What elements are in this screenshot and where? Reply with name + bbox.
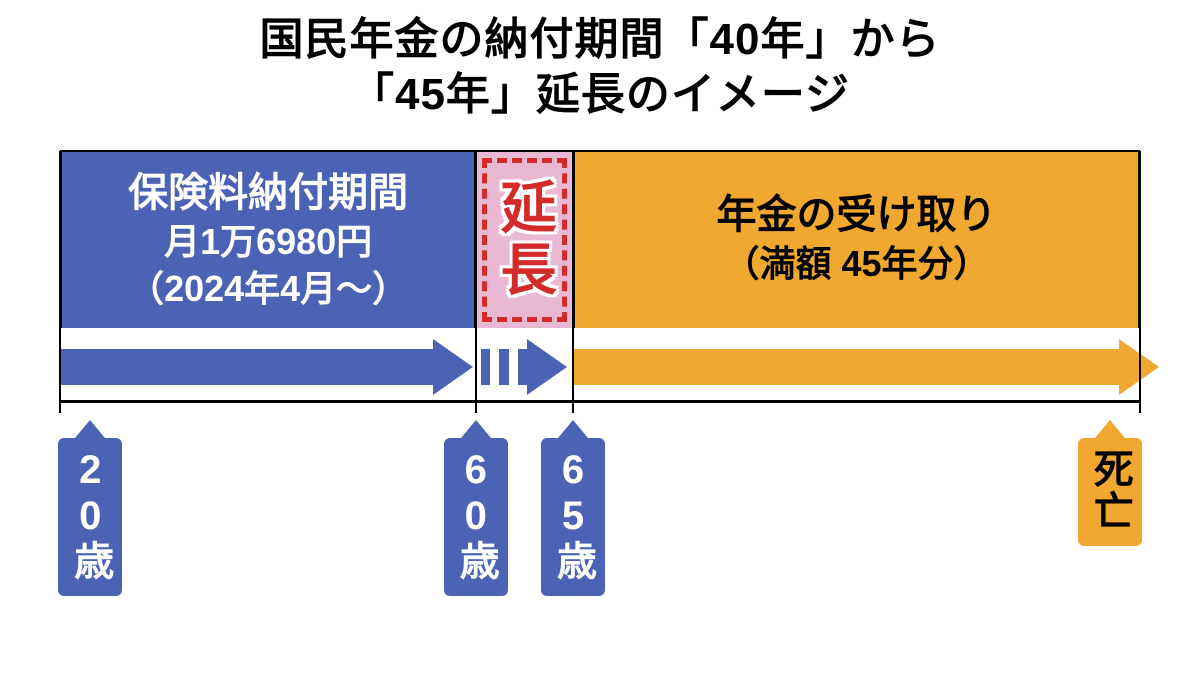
segments-row: 保険料納付期間 月1万6980円 （2024年4月〜） 延長 年金の受け取り （…: [60, 150, 1140, 328]
marker-pointer: [75, 420, 105, 438]
marker-label: 60歳: [444, 438, 508, 596]
arrow-dashed-seg: [481, 349, 490, 385]
marker-pointer: [558, 420, 588, 438]
payment-label-top: 保険料納付期間: [128, 167, 408, 219]
marker-label: 65歳: [541, 438, 605, 596]
marker-pointer: [1095, 420, 1125, 438]
title: 国民年金の納付期間「40年」から 「45年」延長のイメージ: [0, 12, 1200, 122]
extension-label: 延長: [484, 178, 565, 302]
marker-0: 20歳: [38, 420, 142, 596]
marker-1: 60歳: [424, 420, 528, 596]
segment-extension: 延長: [476, 152, 573, 328]
marker-label: 死亡: [1078, 438, 1142, 546]
marker-2: 65歳: [521, 420, 625, 596]
tick: [59, 151, 61, 413]
arrow-dashed-seg: [499, 349, 508, 385]
arrow-receive-body: [573, 349, 1121, 385]
tick: [475, 151, 477, 413]
payment-label-bottom: （2024年4月〜）: [128, 266, 408, 313]
receive-label-bottom: （満額 45年分）: [724, 239, 990, 289]
arrow-dashed-seg: [518, 349, 527, 385]
tick: [1139, 151, 1141, 413]
arrow-dashed-head: [527, 339, 567, 395]
receive-label-top: 年金の受け取り: [717, 191, 997, 239]
arrow-payment-body: [60, 349, 435, 385]
arrow-lane: [60, 342, 1140, 392]
segment-payment: 保険料納付期間 月1万6980円 （2024年4月〜）: [62, 152, 476, 328]
marker-label: 20歳: [58, 438, 122, 596]
tick: [572, 151, 574, 413]
title-line2: 「45年」延長のイメージ: [0, 67, 1200, 122]
arrow-payment-head: [433, 339, 473, 395]
marker-pointer: [461, 420, 491, 438]
title-line1: 国民年金の納付期間「40年」から: [0, 12, 1200, 67]
payment-label-mid: 月1万6980円: [164, 219, 372, 266]
timeline: 保険料納付期間 月1万6980円 （2024年4月〜） 延長 年金の受け取り （…: [60, 150, 1140, 650]
marker-3: 死亡: [1058, 420, 1162, 546]
segment-receive: 年金の受け取り （満額 45年分）: [573, 152, 1138, 328]
